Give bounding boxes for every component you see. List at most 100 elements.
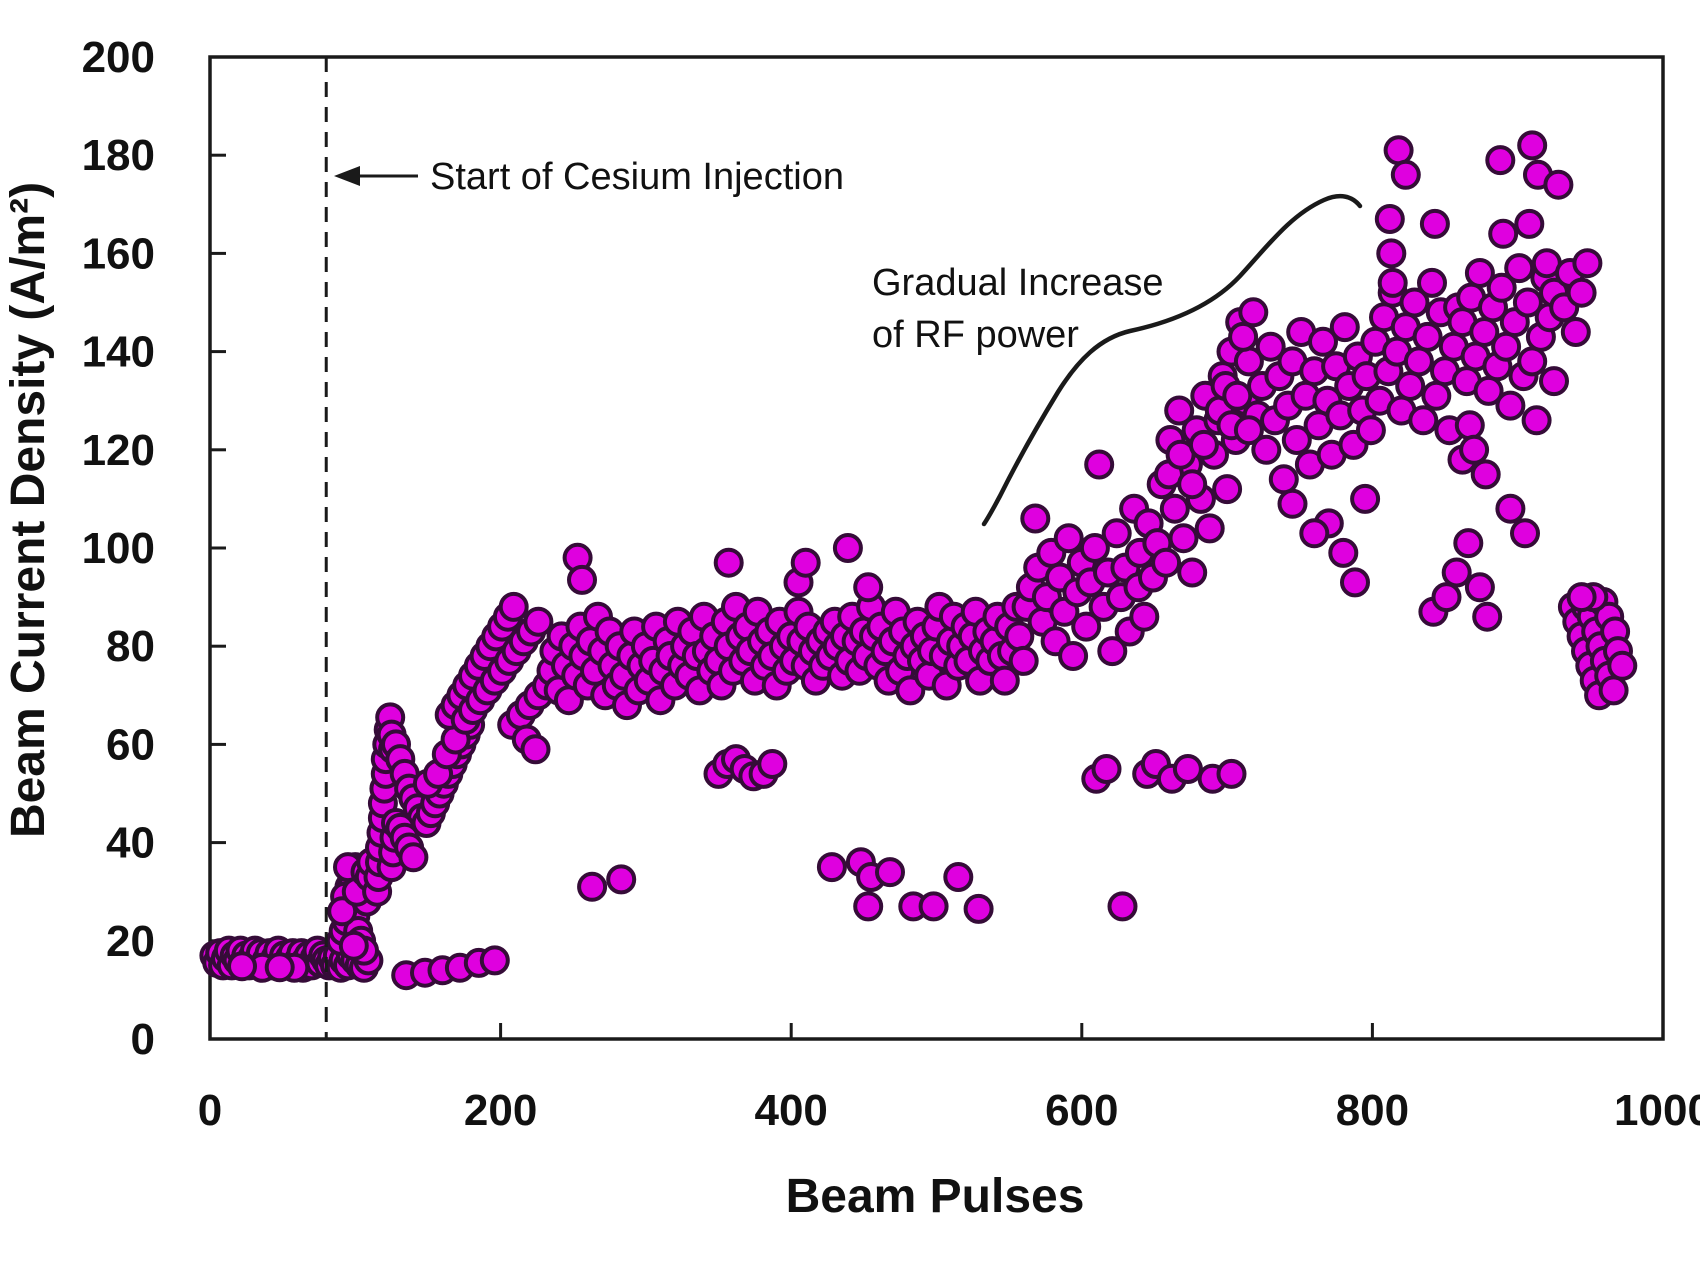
scatter-point: [1084, 449, 1115, 480]
scatter-point: [1281, 425, 1312, 455]
y-tick-label: 200: [82, 33, 155, 82]
scatter-point: [1472, 601, 1503, 632]
scatter-point: [1560, 317, 1591, 347]
scatter-point: [875, 857, 905, 888]
y-tick-label: 0: [131, 1015, 155, 1064]
scatter-point: [963, 893, 994, 924]
scatter-point: [1495, 390, 1526, 421]
scatter-point: [1058, 641, 1089, 671]
scatter-point: [1459, 434, 1490, 465]
scatter-point: [1543, 169, 1574, 200]
scatter-point: [523, 606, 554, 637]
scatter-point: [1355, 415, 1386, 446]
scatter-point: [498, 591, 529, 622]
scatter-point: [1329, 312, 1360, 343]
scatter-point: [479, 945, 510, 976]
scatter-point: [816, 852, 847, 883]
y-tick-label: 180: [82, 131, 155, 180]
scatter-point: [943, 862, 974, 892]
scatter-point: [1417, 267, 1447, 298]
scatter-point: [1421, 380, 1452, 411]
scatter-point: [1328, 537, 1359, 568]
scatter-point: [1107, 891, 1138, 922]
scatter-point: [1488, 218, 1519, 249]
scatter-point: [1020, 503, 1051, 534]
scatter-point: [1403, 346, 1434, 377]
scatter-point: [1485, 145, 1516, 176]
scatter-point: [1566, 582, 1597, 613]
x-tick-label: 0: [198, 1086, 222, 1135]
scatter-point: [918, 891, 949, 922]
scatter-point: [790, 547, 821, 578]
scatter-point: [520, 734, 551, 765]
scatter-point: [1399, 287, 1430, 318]
scatter-point: [1566, 277, 1597, 308]
scatter-point: [1517, 130, 1548, 161]
x-tick-label: 200: [464, 1086, 537, 1135]
scatter-point: [1097, 636, 1128, 667]
scatter-point: [1268, 464, 1299, 495]
scatter-point: [1228, 321, 1259, 352]
scatter-point: [1441, 557, 1472, 588]
scatter-point: [1453, 528, 1484, 559]
scatter-point: [264, 952, 295, 983]
scatter-point: [1340, 567, 1370, 598]
scatter-point: [1470, 459, 1501, 490]
y-tick-label: 140: [82, 328, 155, 377]
scatter-point: [1151, 547, 1182, 578]
scatter-point: [1431, 582, 1462, 613]
scatter-point: [1510, 518, 1540, 549]
scatter-point: [577, 871, 608, 902]
scatter-point: [1177, 469, 1208, 500]
scatter-point: [327, 896, 358, 927]
scatter-points-layer: [199, 130, 1638, 991]
scatter-point: [1376, 238, 1407, 269]
scatter-point: [398, 842, 429, 873]
scatter-point: [713, 547, 744, 578]
scatter-point: [1350, 483, 1381, 514]
scatter-point: [832, 533, 863, 563]
x-tick-label: 800: [1336, 1086, 1409, 1135]
scatter-point: [1129, 601, 1160, 632]
scatter-point: [1212, 474, 1243, 505]
scatter-point: [1177, 557, 1208, 588]
scatter-point: [1464, 572, 1495, 603]
scatter-point: [1004, 621, 1035, 652]
scatter-point: [1308, 326, 1338, 357]
scatter-point: [989, 665, 1020, 696]
scatter-point: [567, 564, 597, 595]
y-axis-title: Beam Current Density (A/m²): [2, 182, 55, 838]
plot-frame-layer: 0 200 400 600 800 1000 0 20 40 60 80 100 120 140 160 18…: [82, 33, 1700, 1135]
scatter-point: [1521, 405, 1552, 436]
y-tick-label: 20: [106, 917, 155, 966]
scatter-point: [853, 572, 884, 603]
scatter-point: [853, 891, 884, 922]
scatter-point: [1408, 405, 1439, 436]
x-axis-title: Beam Pulses: [786, 1170, 1085, 1223]
x-tick-label: 1000: [1614, 1086, 1700, 1135]
y-tick-label: 160: [82, 229, 155, 278]
scatter-point: [227, 951, 257, 982]
annotation-layer: Start of Cesium Injection Gradual Increa…: [324, 57, 1363, 1039]
scatter-point: [1277, 488, 1308, 519]
scatter-point: [1486, 272, 1517, 303]
scatter-point: [1491, 331, 1522, 362]
scatter-point: [1172, 754, 1203, 784]
scatter-point: [1598, 675, 1629, 706]
x-tick-label: 600: [1045, 1086, 1118, 1135]
scatter-point: [1514, 208, 1545, 239]
scatter-point: [1504, 253, 1535, 284]
axis-text-layer: Beam Pulses Beam Current Density (A/m²): [2, 182, 1084, 1223]
y-tick-label: 80: [106, 622, 155, 671]
scatter-point: [1071, 611, 1102, 642]
y-tick-label: 40: [106, 819, 155, 868]
scatter-point: [1194, 513, 1225, 544]
y-tick-label: 60: [106, 720, 155, 769]
scatter-point: [1512, 287, 1543, 318]
scatter-point: [1419, 208, 1450, 239]
scatter-point: [1517, 346, 1548, 377]
scatter-point: [1255, 331, 1286, 362]
scatter-point: [1374, 204, 1405, 234]
